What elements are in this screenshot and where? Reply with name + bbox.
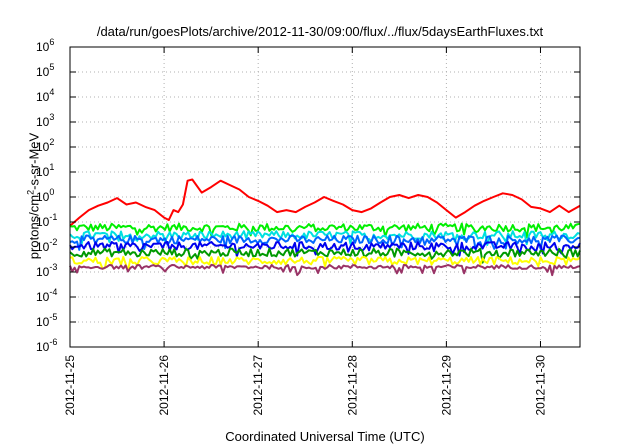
x-tick-label: 2012-11-29: [439, 355, 453, 416]
chart-title: /data/run/goesPlots/archive/2012-11-30/0…: [96, 24, 544, 39]
y-tick-label: 10-6: [36, 337, 57, 354]
y-axis-label-sup: 2: [25, 189, 36, 195]
y-axis-label: protons/cm2-s-sr-MeV: [25, 132, 42, 260]
series-line-4: [69, 241, 581, 258]
series-line-1: [69, 222, 581, 239]
series-layer: [69, 178, 581, 277]
y-tick-label: 106: [36, 37, 54, 54]
axis-layer: 10-6 10-5 10-4 10-3 10-2 10-1 100 101 102 103 104 1…: [36, 37, 580, 416]
series-line-6: [69, 255, 581, 272]
y-tick-label: 10-4: [36, 287, 57, 304]
y-tick-label: 101: [36, 162, 54, 179]
y-tick-label: 104: [36, 87, 54, 104]
y-tick-label: 103: [36, 112, 54, 129]
y-tick-label: 105: [36, 62, 54, 79]
y-tick-label: 100: [36, 187, 54, 204]
x-axis-label: Coordinated Universal Time (UTC): [225, 429, 425, 444]
y-axis-label-suffix: -s-sr-MeV: [26, 132, 42, 190]
y-tick-label: 10-3: [36, 262, 57, 279]
series-line-7: [69, 263, 581, 277]
series-line-5: [69, 247, 581, 264]
series-line-0: [69, 178, 581, 227]
x-tick-label: 2012-11-28: [345, 355, 359, 416]
y-tick-label: 10-2: [36, 237, 57, 254]
y-tick-label: 10-1: [36, 212, 57, 229]
y-tick-label: 102: [36, 137, 54, 154]
y-tick-label: 10-5: [36, 312, 57, 329]
y-axis-label-prefix: protons/cm: [26, 194, 42, 260]
series-line-3: [69, 234, 581, 251]
x-tick-label: 2012-11-27: [251, 355, 265, 416]
x-tick-label: 2012-11-25: [63, 355, 77, 416]
series-line-2: [69, 230, 581, 246]
x-tick-label: 2012-11-30: [533, 355, 547, 416]
x-tick-label: 2012-11-26: [157, 355, 171, 416]
